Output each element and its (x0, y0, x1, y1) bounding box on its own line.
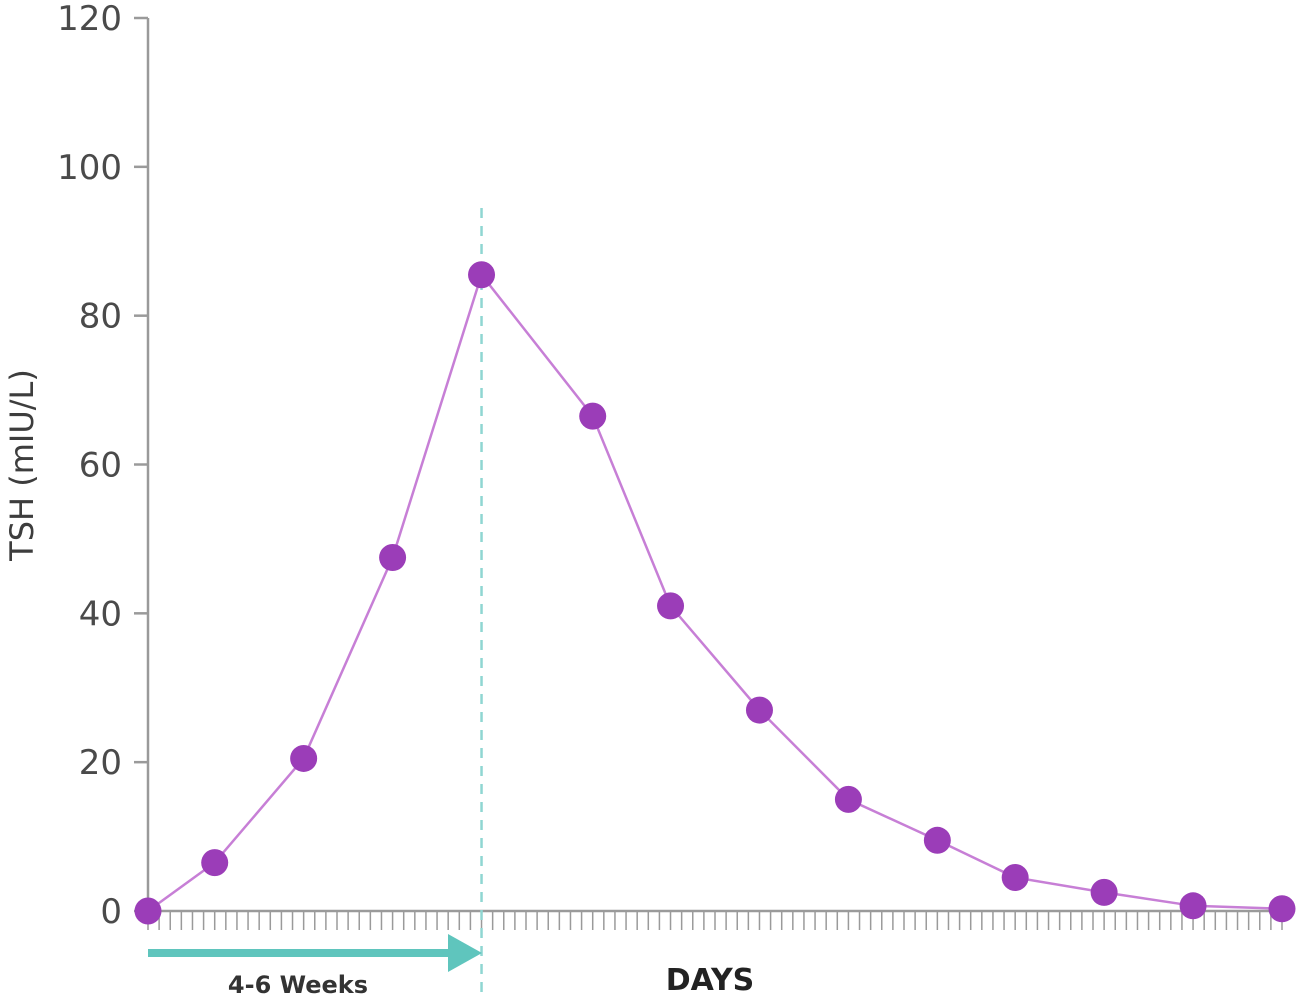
data-point (468, 261, 496, 289)
data-point (379, 544, 407, 572)
data-point (201, 849, 229, 877)
data-points (134, 261, 1296, 925)
y-tick-label: 80 (79, 297, 122, 337)
y-tick-label: 20 (79, 743, 122, 783)
data-point (1179, 892, 1207, 920)
duration-label: 4-6 Weeks (228, 971, 368, 997)
data-point (134, 897, 162, 925)
y-tick-label: 120 (57, 0, 122, 39)
y-ticks: 0 20 40 60 80 100 120 (57, 0, 148, 932)
series-line (147, 272, 1283, 913)
data-point (1268, 895, 1296, 923)
data-point (1090, 878, 1118, 906)
data-point (745, 696, 773, 724)
y-tick-label: 0 (100, 892, 122, 932)
x-axis-title: DAYS (666, 963, 755, 997)
y-axis-title: TSH (mIU/L) (3, 369, 41, 562)
data-point (923, 826, 951, 854)
x-minor-ticks (147, 911, 1283, 930)
duration-arrow-head (448, 934, 482, 972)
y-tick-label: 40 (79, 594, 122, 634)
data-point (657, 592, 685, 620)
data-point (1001, 864, 1029, 892)
duration-arrow (148, 934, 482, 972)
data-point (579, 402, 607, 430)
y-tick-label: 100 (57, 148, 122, 188)
data-point (834, 785, 862, 813)
data-point (290, 744, 318, 772)
y-tick-label: 60 (79, 446, 122, 486)
axes (146, 18, 1282, 913)
